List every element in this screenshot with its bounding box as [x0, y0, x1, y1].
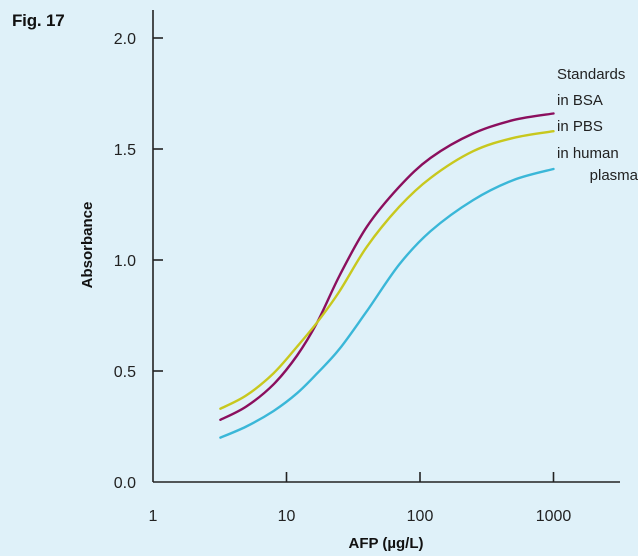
x-tick-label: 1	[149, 508, 158, 525]
legend-entry: in BSA	[557, 92, 603, 109]
series-lines	[219, 112, 555, 439]
series-line	[219, 167, 555, 439]
ticks: 1 10 100 1000 0.0 0.5 1.0 1.5 2.0	[114, 31, 572, 525]
x-tick-label: 1000	[536, 508, 572, 525]
x-tick-label: 10	[278, 508, 296, 525]
series-line	[219, 130, 555, 410]
series-line	[219, 112, 555, 421]
y-tick-label: 1.0	[114, 253, 136, 270]
x-tick-label: 100	[407, 508, 434, 525]
legend-entry: in human	[557, 145, 619, 162]
figure-label: Fig. 17	[12, 11, 65, 30]
y-tick-label: 0.5	[114, 364, 136, 381]
y-tick-label: 0.0	[114, 475, 136, 492]
x-axis-title: AFP (µg/L)	[348, 535, 423, 552]
legend-entry: plasma	[590, 167, 638, 184]
axes	[152, 10, 620, 483]
legend-entry: Standards	[557, 66, 625, 83]
y-tick-label: 2.0	[114, 31, 136, 48]
legend-entry: in PBS	[557, 118, 603, 135]
y-axis-title: Absorbance	[79, 202, 96, 289]
y-tick-label: 1.5	[114, 142, 136, 159]
legend: Standards in BSA in PBS in human plasma	[557, 66, 638, 184]
